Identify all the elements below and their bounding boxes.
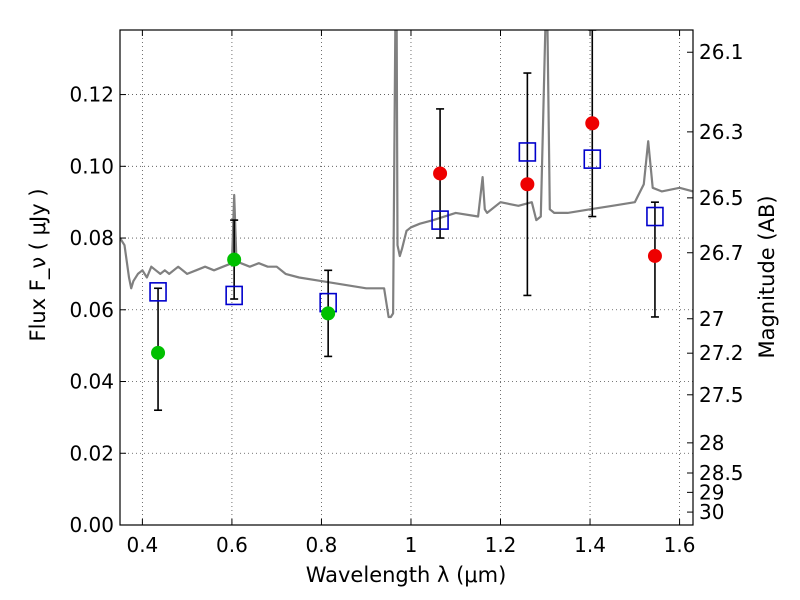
x-axis-title: Wavelength λ (μm) — [306, 563, 507, 587]
plot-frame — [119, 29, 694, 526]
model-flux-square — [583, 149, 602, 169]
model-flux-square — [518, 142, 537, 162]
right-tick-label: 27 — [699, 307, 724, 331]
right-tick-label: 27.5 — [699, 383, 744, 407]
y-tick-label: 0.02 — [69, 441, 114, 465]
right-axis-title: Magnitude (AB) — [755, 195, 779, 358]
y-axis-title: Flux F_ν ( μJy ) — [26, 188, 51, 341]
model-flux-square — [646, 206, 664, 227]
right-tick-label: 30 — [699, 500, 724, 524]
observed-flux-point — [321, 306, 336, 321]
right-tick-label: 26.3 — [699, 120, 744, 144]
x-tick-label: 0.4 — [126, 533, 158, 557]
right-tick-label: 28 — [699, 431, 724, 455]
observed-flux-point — [647, 248, 662, 263]
x-tick-label: 0.8 — [306, 533, 338, 557]
observed-flux-point — [585, 116, 600, 131]
observed-flux-point — [151, 345, 166, 360]
y-tick-label: 0.06 — [69, 298, 114, 322]
x-tick-label: 1.2 — [485, 533, 517, 557]
right-tick-label: 26.5 — [699, 186, 744, 210]
x-tick-label: 1.6 — [664, 533, 696, 557]
y-tick-label: 0.10 — [69, 154, 114, 178]
right-tick-label: 26.1 — [699, 40, 744, 64]
sed-template-line — [120, 30, 693, 319]
model-flux-square — [149, 282, 167, 302]
observed-flux-point — [433, 166, 448, 181]
right-tick-label: 27.2 — [699, 341, 744, 365]
y-tick-label: 0.12 — [69, 83, 114, 107]
x-tick-label: 1.4 — [574, 533, 606, 557]
right-tick-label: 26.7 — [699, 241, 744, 265]
right-tick-label: 29 — [699, 480, 724, 504]
series-group — [120, 30, 693, 412]
y-tick-label: 0.04 — [69, 370, 114, 394]
y-tick-label: 0.00 — [69, 513, 114, 537]
plot-area — [120, 30, 693, 412]
x-tick-label: 0.6 — [216, 533, 248, 557]
y-tick-label: 0.08 — [69, 226, 114, 250]
observed-flux-point — [520, 177, 535, 192]
observed-flux-point — [227, 252, 242, 267]
grid-lines — [120, 30, 693, 526]
x-tick-label: 1 — [405, 533, 418, 557]
model-flux-square — [225, 285, 243, 306]
model-flux-square — [431, 210, 449, 230]
right-tick-label: 28.5 — [699, 461, 744, 485]
axis-ticks: 0.4 0.6 0.8 1 1.2 1.4 1.6 0.00 0.02 0.04 0.06 0.08 0… — [69, 30, 744, 557]
